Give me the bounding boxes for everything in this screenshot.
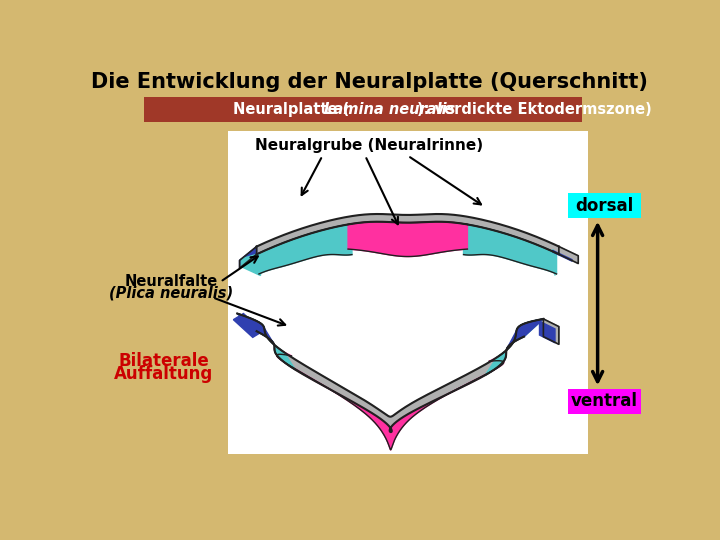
Text: ): verdickte Ektodermszone): ): verdickte Ektodermszone) [417, 102, 652, 117]
Polygon shape [485, 319, 544, 375]
Text: Neuralgrube (Neuralrinne): Neuralgrube (Neuralrinne) [255, 138, 483, 153]
Polygon shape [544, 319, 559, 345]
Polygon shape [233, 314, 263, 338]
Text: Neuralplatte (: Neuralplatte ( [233, 102, 350, 117]
Polygon shape [240, 247, 256, 268]
Polygon shape [241, 253, 261, 275]
Polygon shape [464, 224, 557, 274]
Polygon shape [274, 348, 506, 450]
Text: Lamina neuralis: Lamina neuralis [324, 102, 456, 117]
Polygon shape [238, 314, 274, 343]
Polygon shape [553, 249, 555, 275]
Text: Die Entwicklung der Neuralplatte (Querschnitt): Die Entwicklung der Neuralplatte (Quersc… [91, 72, 647, 92]
FancyBboxPatch shape [228, 131, 588, 455]
FancyBboxPatch shape [568, 193, 641, 218]
Polygon shape [348, 222, 467, 256]
Polygon shape [256, 214, 559, 254]
Text: dorsal: dorsal [575, 197, 634, 215]
Polygon shape [238, 314, 544, 432]
Polygon shape [539, 321, 555, 343]
FancyBboxPatch shape [144, 97, 582, 122]
Text: Auffaltung: Auffaltung [114, 366, 213, 383]
Polygon shape [238, 314, 295, 370]
Text: (Plica neuralis): (Plica neuralis) [109, 285, 233, 300]
Polygon shape [259, 224, 352, 274]
Polygon shape [507, 319, 544, 348]
Text: Neuralfalte: Neuralfalte [125, 274, 218, 289]
Polygon shape [553, 251, 572, 261]
Text: ventral: ventral [571, 392, 638, 410]
Text: Bilaterale: Bilaterale [118, 352, 209, 370]
Polygon shape [559, 247, 578, 264]
FancyBboxPatch shape [568, 389, 641, 414]
